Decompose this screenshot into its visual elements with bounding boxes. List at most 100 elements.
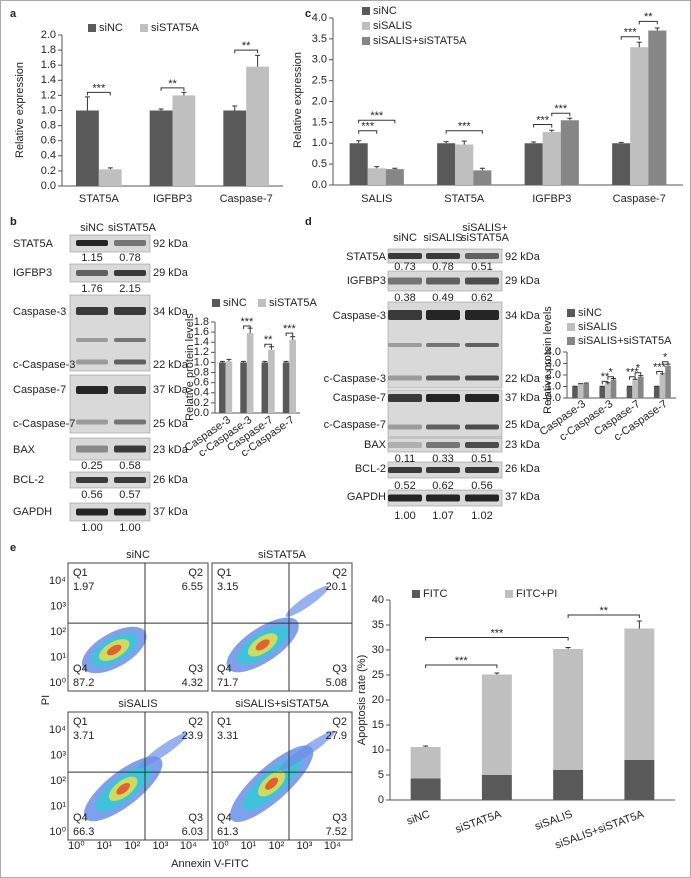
y-tick-label: 0.0 <box>41 180 56 192</box>
bar <box>481 775 512 800</box>
y-tick-label: 15 <box>372 719 384 731</box>
band-quantification: 0.78 <box>432 261 453 273</box>
legend-label: siSTAT5A <box>151 22 200 34</box>
legend-label: siNC <box>99 22 123 34</box>
significance-bracket <box>661 361 669 365</box>
significance-bracket <box>620 36 640 40</box>
y-tick-label: 1.8 <box>194 316 209 328</box>
bar <box>630 47 649 185</box>
legend-label: FITC+PI <box>516 588 557 600</box>
bar <box>385 169 404 185</box>
legend-label: FITC <box>423 588 447 600</box>
kda-label: 37 kDa <box>153 384 189 396</box>
band-quantification: 0.11 <box>395 453 416 465</box>
blot-band <box>114 359 146 365</box>
y-tick-label: 3.0 <box>312 54 327 66</box>
legend-swatch <box>567 323 575 331</box>
legend-swatch <box>567 337 575 345</box>
blot-label: c-Caspase-7 <box>324 419 386 431</box>
bar <box>223 110 247 186</box>
band-quantification: 1.15 <box>81 252 102 264</box>
kda-label: 26 kDa <box>505 463 541 475</box>
blot-band <box>388 394 422 402</box>
blot-label: IGFBP3 <box>13 267 52 279</box>
kda-label: 29 kDa <box>505 275 541 287</box>
band-quantification: 0.57 <box>119 489 140 501</box>
quadrant-name: Q3 <box>332 663 347 675</box>
blot-label: IGFBP3 <box>347 275 386 287</box>
y-tick-label: 0.8 <box>194 366 209 378</box>
bar <box>637 376 644 398</box>
legend-swatch <box>567 309 575 317</box>
flow-x-tick-label: 10² <box>124 840 140 852</box>
flow-x-tick-label: 10¹ <box>96 840 112 852</box>
error-bar <box>479 167 485 171</box>
significance-label: *** <box>283 323 297 335</box>
y-tick-label: 4.0 <box>312 12 327 24</box>
quadrant-name: Q3 <box>188 663 203 675</box>
significance-label: ** <box>264 334 273 346</box>
blot-band <box>465 277 499 285</box>
significance-bracket <box>634 372 642 376</box>
blot-band <box>76 307 108 315</box>
error-bar <box>255 54 261 67</box>
quadrant-percent: 6.03 <box>182 826 203 838</box>
lane-header: siSTAT5A <box>108 222 157 234</box>
legend-swatch <box>362 7 370 15</box>
significance-bracket <box>285 332 294 337</box>
band-quantification: 0.58 <box>119 460 140 472</box>
bar <box>410 747 441 779</box>
blot-band <box>114 386 146 394</box>
band-quantification: 0.25 <box>81 460 102 472</box>
y-tick-label: 1.2 <box>41 89 56 101</box>
band-quantification: 1.02 <box>471 510 492 522</box>
quadrant-percent: 6.55 <box>182 581 203 593</box>
band-quantification: 1.00 <box>119 522 140 534</box>
blot-band <box>426 253 460 259</box>
legend-swatch <box>140 24 148 32</box>
band-quantification: 2.15 <box>119 283 140 295</box>
y-tick-label: 1.6 <box>41 59 56 71</box>
error-bar <box>107 167 113 170</box>
error-bar <box>423 745 429 747</box>
significance-bracket <box>607 376 615 380</box>
legend-swatch <box>362 22 370 30</box>
significance-label: *** <box>626 367 640 379</box>
blot-band <box>426 310 460 320</box>
significance-label: *** <box>458 121 472 133</box>
blot-label: BCL-2 <box>13 474 44 486</box>
significance-bracket <box>425 664 498 668</box>
significance-bracket <box>656 371 663 375</box>
quadrant-percent: 7.52 <box>326 826 347 838</box>
blot-label: Caspase-7 <box>333 392 386 404</box>
significance-label: *** <box>490 627 504 639</box>
blot-band <box>76 419 108 425</box>
kda-label: 37 kDa <box>505 392 541 404</box>
lane-header: siSALIS <box>423 232 462 244</box>
bar <box>282 362 290 413</box>
significance-bracket <box>86 91 111 96</box>
error-bar <box>636 41 642 48</box>
bar <box>553 649 584 770</box>
y-tick-label: 30 <box>372 644 384 656</box>
blot-band <box>426 467 460 473</box>
band-quantification: 0.38 <box>394 292 415 304</box>
band-quantification: 0.49 <box>432 292 453 304</box>
legend-label: siNC <box>223 297 247 309</box>
quadrant-name: Q2 <box>332 567 347 579</box>
panel-letter: b <box>10 216 17 228</box>
quadrant-percent: 3.31 <box>217 730 238 742</box>
error-bar <box>636 620 642 629</box>
y-tick-label: 1.4 <box>41 74 56 86</box>
flow-x-tick-label: 10⁰ <box>68 840 85 852</box>
blot-band <box>465 494 499 502</box>
significance-label: ** <box>168 78 177 90</box>
density-region <box>265 777 279 790</box>
y-tick-label: 0.0 <box>312 179 327 191</box>
flow-x-tick-label: 10⁰ <box>212 840 229 852</box>
significance-label: *** <box>361 121 375 133</box>
kda-label: 34 kDa <box>505 310 541 322</box>
blot-band <box>76 477 108 483</box>
y-tick-label: 40 <box>372 594 384 606</box>
error-bar <box>290 336 296 340</box>
